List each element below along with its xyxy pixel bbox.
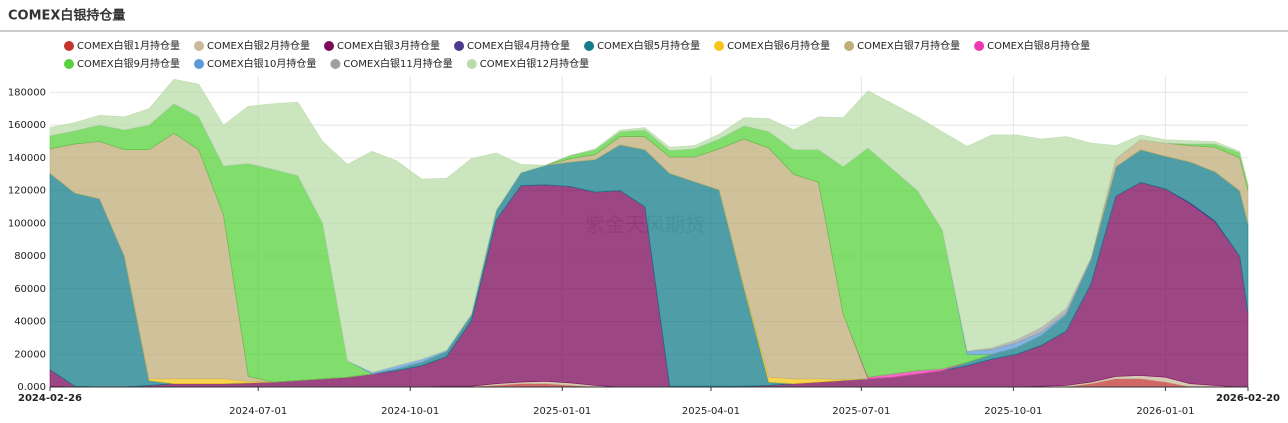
legend-swatch — [844, 41, 855, 51]
x-tick-label: 2024-10-01 — [381, 406, 439, 417]
legend-swatch — [194, 41, 205, 51]
x-tick-label: 2025-10-01 — [984, 406, 1042, 417]
legend-swatch — [466, 59, 477, 69]
y-tick-label: 60000 — [14, 284, 46, 295]
legend-item: COMEX白银2月持仓量 — [194, 39, 310, 52]
legend-swatch — [64, 41, 74, 51]
x-tick-label: 2024-02-26 — [18, 393, 82, 404]
legend-label: COMEX白银11月持仓量 — [343, 57, 452, 70]
legend-label: COMEX白银12月持仓量 — [480, 57, 589, 70]
legend-swatch — [714, 41, 725, 51]
legend-swatch — [64, 59, 74, 69]
legend-item: COMEX白银5月持仓量 — [584, 39, 700, 52]
legend-item: COMEX白银7月持仓量 — [844, 39, 960, 52]
y-tick-label: 100000 — [8, 218, 46, 229]
legend-swatch — [330, 59, 341, 69]
chart-title: COMEX白银持仓量 — [8, 8, 125, 24]
legend-swatch — [194, 59, 205, 69]
legend-label: COMEX白银5月持仓量 — [597, 39, 700, 52]
legend-swatch — [974, 41, 985, 51]
legend-swatch — [454, 41, 465, 51]
legend-item: COMEX白银10月持仓量 — [194, 57, 316, 70]
y-tick-label: 20000 — [14, 349, 46, 360]
legend-item: COMEX白银11月持仓量 — [330, 57, 453, 70]
area-series — [49, 78, 1249, 373]
legend-swatch — [324, 41, 335, 51]
legend-label: COMEX白银10月持仓量 — [207, 57, 316, 70]
legend-label: COMEX白银3月持仓量 — [337, 39, 440, 52]
legend-swatch — [584, 41, 595, 51]
x-tick-label: 2025-04-01 — [682, 406, 740, 417]
legend-item: COMEX白银1月持仓量 — [64, 39, 180, 52]
y-tick-label: 0.000 — [17, 382, 46, 393]
y-tick-label: 140000 — [8, 153, 46, 164]
legend-label: COMEX白银1月持仓量 — [77, 39, 180, 52]
x-tick-label: 2025-01-01 — [533, 406, 591, 417]
legend-item: COMEX白银9月持仓量 — [64, 57, 180, 70]
x-tick-label: 2025-07-01 — [832, 406, 890, 417]
legend-item: COMEX白银4月持仓量 — [454, 39, 570, 52]
x-tick-label: 2024-07-01 — [229, 406, 287, 417]
legend-item: COMEX白银6月持仓量 — [714, 39, 830, 52]
legend-label: COMEX白银4月持仓量 — [467, 39, 570, 52]
legend-label: COMEX白银2月持仓量 — [207, 39, 310, 52]
legend-item: COMEX白银8月持仓量 — [974, 39, 1090, 52]
x-tick-label: 2026-02-20 — [1216, 393, 1280, 404]
legend-item: COMEX白银3月持仓量 — [324, 39, 440, 52]
legend-label: COMEX白银7月持仓量 — [857, 39, 960, 52]
legend-label: COMEX白银6月持仓量 — [727, 39, 830, 52]
y-tick-label: 180000 — [8, 87, 46, 98]
y-tick-label: 120000 — [8, 186, 46, 197]
x-tick-label: 2026-01-01 — [1136, 406, 1194, 417]
legend-label: COMEX白银8月持仓量 — [987, 39, 1090, 52]
legend-label: COMEX白银9月持仓量 — [77, 57, 180, 70]
y-tick-label: 160000 — [8, 120, 46, 131]
y-tick-label: 40000 — [14, 317, 46, 328]
y-tick-label: 80000 — [14, 251, 46, 262]
legend-item: COMEX白银12月持仓量 — [466, 57, 589, 70]
